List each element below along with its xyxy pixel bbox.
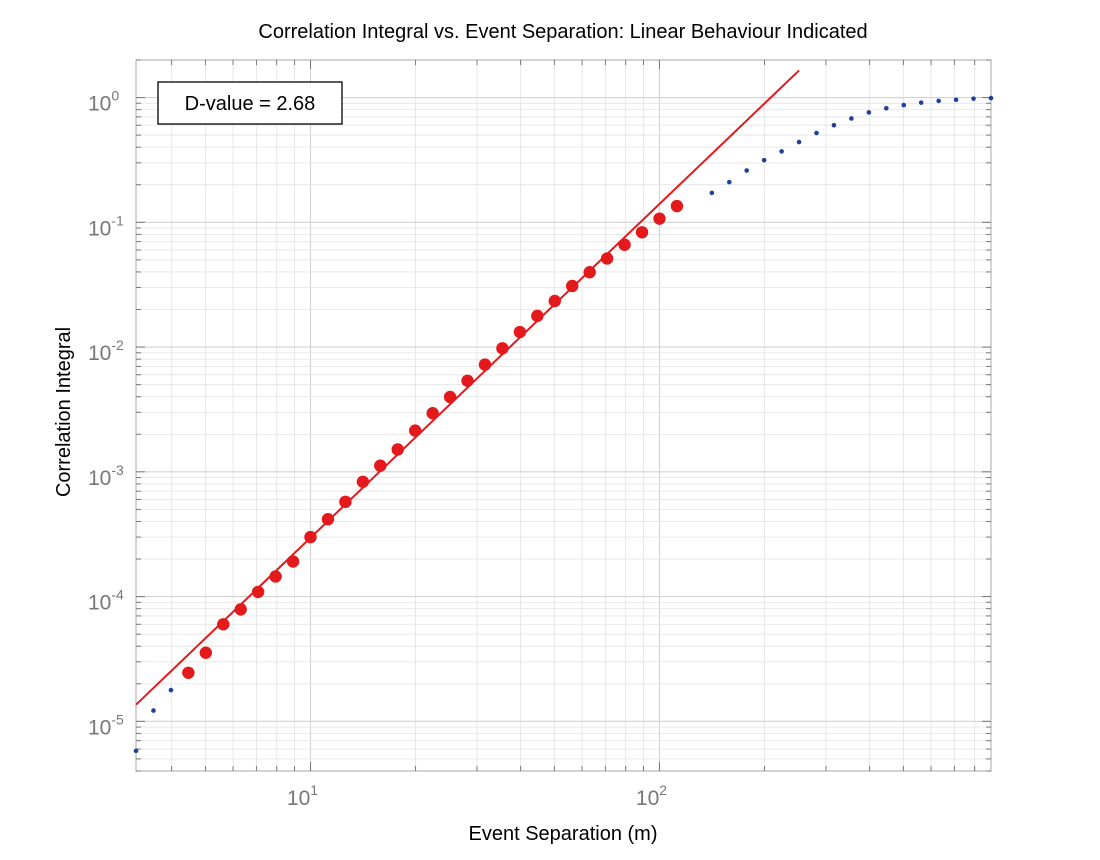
grid-lines (136, 59, 991, 772)
fitted-point (321, 513, 335, 526)
d-value-annotation: D-value = 2.68 (157, 81, 343, 125)
y-tick-label: 10-4 (88, 587, 124, 615)
data-point (901, 102, 907, 108)
fitted-point (304, 530, 317, 544)
data-point (779, 149, 784, 154)
data-point (936, 98, 941, 104)
axis-ticks (136, 59, 991, 772)
fitted-point (548, 294, 561, 308)
fitted-point (513, 325, 527, 339)
fitted-point (217, 618, 230, 631)
fitted-point (269, 570, 282, 583)
fitted-point (618, 238, 631, 251)
data-point (168, 687, 174, 693)
y-tick-label: 10-2 (88, 337, 124, 365)
fitted-point (670, 199, 684, 213)
fitted-point (199, 646, 213, 659)
fitted-point (426, 407, 439, 420)
fitted-point (600, 252, 614, 265)
data-point (953, 97, 959, 103)
fitted-point (443, 390, 457, 404)
x-tick-label: 102 (636, 782, 667, 810)
y-tick-labels: 10-5 10-4 10-3 10-2 10-1 100 (88, 88, 124, 740)
fitted-point (531, 309, 544, 323)
fitted-point (653, 212, 666, 225)
data-point (814, 130, 819, 136)
chart-title: Correlation Integral vs. Event Separatio… (258, 21, 867, 43)
x-tick-label: 101 (287, 782, 318, 810)
fitted-point (251, 585, 265, 599)
data-point (884, 106, 889, 111)
x-axis-label: Event Separation (m) (469, 823, 658, 845)
fit-line (135, 69, 800, 706)
data-point (866, 110, 872, 115)
data-point (971, 96, 976, 101)
fitted-point (478, 358, 492, 371)
data-point (849, 116, 854, 121)
plot-frame (135, 59, 992, 772)
x-tick-labels: 101 102 (287, 782, 667, 810)
y-tick-label: 100 (88, 88, 119, 116)
data-point (918, 100, 924, 105)
fitted-point (391, 443, 404, 456)
data-point (796, 139, 802, 145)
fitted-point (234, 603, 247, 616)
fitted-point (182, 666, 195, 680)
data-point (151, 708, 156, 713)
data-point (709, 190, 715, 196)
fitted-point (374, 459, 387, 472)
y-tick-label: 10-3 (88, 462, 124, 490)
fitted-point (356, 475, 370, 488)
data-point (726, 179, 732, 185)
y-tick-label: 10-5 (88, 711, 124, 739)
fitted-point (566, 279, 579, 293)
y-tick-label: 10-1 (88, 212, 124, 240)
fitted-point (408, 424, 422, 437)
data-point (988, 95, 994, 101)
fit-line-group (135, 69, 800, 706)
fitted-point (339, 495, 352, 509)
y-axis-label: Correlation Integral (53, 327, 75, 497)
fitted-point (286, 555, 300, 568)
annotation-text: D-value = 2.68 (185, 93, 316, 115)
data-points (133, 95, 994, 754)
data-point (831, 122, 837, 128)
fitted-point (461, 374, 474, 387)
annotation-box (157, 81, 343, 125)
fitted-point (496, 342, 509, 355)
fitted-point (635, 226, 649, 239)
data-point (761, 157, 767, 163)
data-point (744, 168, 749, 173)
data-point (133, 748, 139, 754)
fitted-point (583, 266, 596, 279)
